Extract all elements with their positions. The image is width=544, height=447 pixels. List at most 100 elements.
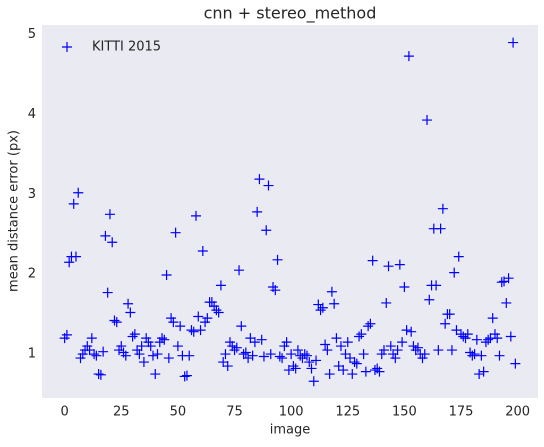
point — [292, 345, 303, 356]
y-tick-label: 5 — [28, 27, 36, 42]
point — [68, 198, 79, 209]
x-tick-label: 50 — [170, 405, 187, 420]
point — [272, 254, 283, 265]
point — [363, 321, 374, 332]
point — [394, 259, 405, 270]
point — [252, 206, 263, 217]
point — [494, 350, 505, 361]
point — [462, 329, 473, 340]
point — [480, 337, 491, 348]
point — [134, 349, 145, 360]
point — [102, 287, 113, 298]
point — [474, 369, 485, 380]
point — [401, 325, 412, 336]
point — [390, 353, 401, 364]
point — [354, 331, 365, 342]
point — [104, 209, 115, 220]
point — [152, 349, 163, 360]
x-tick-label: 100 — [279, 405, 304, 420]
x-tick-label: 125 — [335, 405, 360, 420]
point — [107, 237, 118, 248]
point — [200, 317, 211, 328]
point — [193, 311, 204, 322]
point — [317, 302, 328, 313]
point — [163, 353, 174, 364]
point — [220, 349, 231, 360]
point — [227, 341, 238, 352]
point — [288, 361, 299, 372]
point — [408, 341, 419, 352]
point — [129, 329, 140, 340]
point — [166, 313, 177, 324]
point — [249, 337, 260, 348]
point — [209, 301, 220, 312]
point — [256, 334, 267, 345]
point — [116, 341, 127, 352]
point — [410, 345, 421, 356]
x-tick-label: 25 — [113, 405, 130, 420]
point — [202, 313, 213, 324]
point — [403, 51, 414, 62]
point — [397, 337, 408, 348]
point — [89, 349, 100, 360]
point — [469, 349, 480, 360]
point — [467, 350, 478, 361]
point — [283, 365, 294, 376]
point — [388, 349, 399, 360]
point — [308, 376, 319, 387]
point — [93, 369, 104, 380]
point — [476, 350, 487, 361]
point — [356, 329, 367, 340]
point — [125, 307, 136, 318]
point — [274, 351, 285, 362]
point — [243, 353, 254, 364]
point — [100, 230, 111, 241]
point — [247, 350, 258, 361]
point — [170, 227, 181, 238]
point — [338, 365, 349, 376]
point — [277, 353, 288, 364]
point — [279, 341, 290, 352]
point — [333, 361, 344, 372]
point — [159, 334, 170, 345]
x-tick-label: 175 — [449, 405, 474, 420]
point — [417, 353, 428, 364]
point — [213, 307, 224, 318]
point — [191, 210, 202, 221]
point — [265, 349, 276, 360]
point — [168, 317, 179, 328]
point — [424, 294, 435, 305]
point — [238, 349, 249, 360]
point — [286, 349, 297, 360]
point — [451, 325, 462, 336]
point — [150, 369, 161, 380]
x-axis-label: image — [270, 423, 311, 438]
point — [95, 369, 106, 380]
point — [231, 342, 242, 353]
point — [406, 326, 417, 337]
point — [84, 345, 95, 356]
x-tick-label: 0 — [61, 405, 69, 420]
point — [483, 334, 494, 345]
point — [496, 277, 507, 288]
point — [270, 285, 281, 296]
point — [431, 280, 442, 291]
point — [181, 370, 192, 381]
point — [399, 281, 410, 292]
point — [440, 318, 451, 329]
point — [320, 339, 331, 350]
point — [179, 371, 190, 382]
point — [211, 305, 222, 316]
point — [154, 337, 165, 348]
y-tick-label: 2 — [28, 267, 36, 282]
point — [437, 203, 448, 214]
point — [374, 366, 385, 377]
point — [501, 297, 512, 308]
point — [392, 345, 403, 356]
point — [381, 297, 392, 308]
point — [258, 351, 269, 362]
point — [471, 334, 482, 345]
point — [422, 115, 433, 126]
x-tick-label: 150 — [392, 405, 417, 420]
point — [510, 358, 521, 369]
